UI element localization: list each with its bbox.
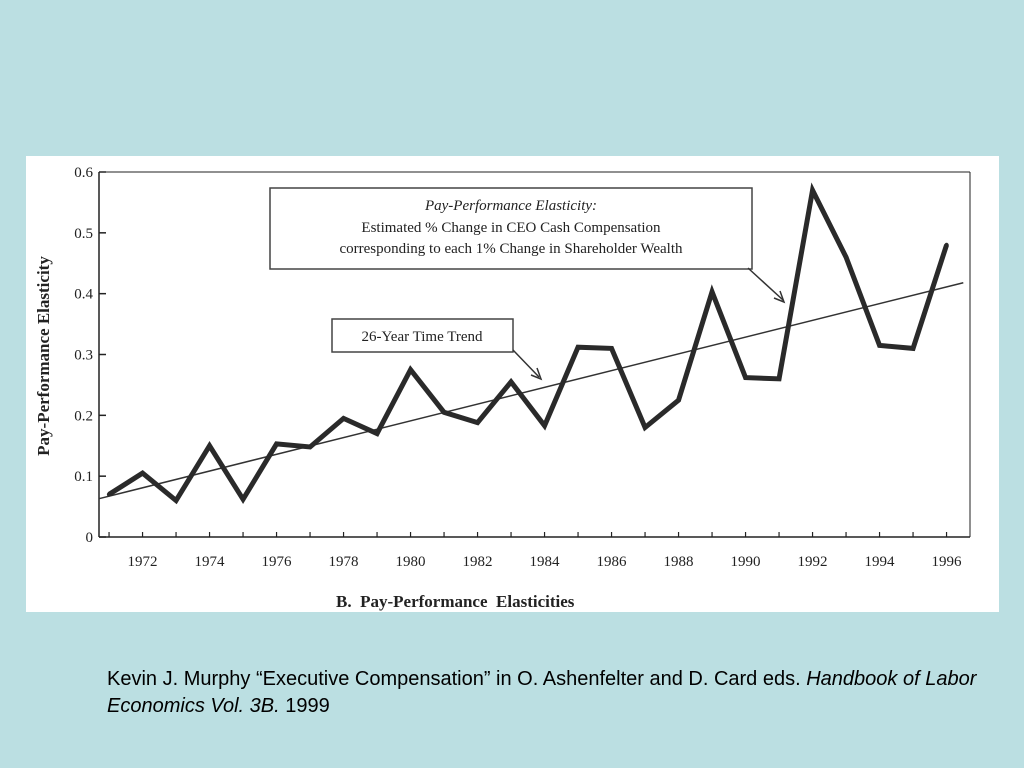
line-chart: 0 0.1 0.2 0.3 0.4 0.5 0.6 1972 1974 1976 1978 1980… [34,165,971,611]
data-point [408,367,413,372]
data-point [475,420,480,425]
data-point [274,441,279,447]
data-point [776,376,782,382]
data-point [910,346,916,351]
y-tick-label: 0.4 [74,287,93,303]
x-tick-label: 1984 [530,554,561,570]
x-tick-label: 1978 [329,554,359,570]
data-point [810,188,815,193]
elasticity-arrow-shaft [747,267,784,301]
data-point [307,444,313,450]
trend-box-label: 26-Year Time Trend [361,329,483,345]
elasticity-annotation: Pay-Performance Elasticity: Estimated % … [269,187,786,304]
y-ticks: 0 0.1 0.2 0.3 0.4 0.5 0.6 [74,165,106,546]
x-tick-label: 1996 [932,554,963,570]
x-tick-label: 1986 [597,554,628,570]
trend-box [331,318,514,353]
data-point [173,498,179,503]
y-tick-label: 0.1 [74,469,93,485]
data-point [843,254,849,260]
series-points [106,188,949,503]
data-point [542,423,547,428]
trend-line [98,281,964,500]
data-point [441,410,447,415]
trend-annotation: 26-Year Time Trend [331,318,543,381]
caption-text: Kevin J. Murphy “Executive Compensation”… [107,668,801,690]
x-tick-label: 1992 [798,554,828,570]
data-point [508,379,514,385]
y-tick-label: 0.6 [74,165,93,181]
data-point [341,416,346,421]
caption-book-title: Handbook of Labor Economics Vol. 3B. [107,668,977,717]
data-point [207,443,212,448]
y-axis-title: Pay-Performance Elasticity [34,256,53,456]
x-tick-label: 1980 [396,554,426,570]
trend-arrow-shaft [512,349,540,378]
x-tick-label: 1982 [463,554,493,570]
x-tick-label: 1990 [731,554,761,570]
data-point [877,343,882,348]
data-point [106,492,112,497]
data-point [642,425,648,430]
chart-subtitle: B. Pay-Performance Elasticities [336,592,575,611]
caption-year: 1999 [285,695,330,717]
elasticity-box-title: Pay-Performance Elasticity: [424,198,597,214]
elasticity-box-line2: corresponding to each 1% Change in Share… [340,241,683,257]
x-tick-label: 1994 [865,554,896,570]
elasticity-series-line [107,182,949,505]
chart-panel: 0 0.1 0.2 0.3 0.4 0.5 0.6 1972 1974 1976 1978 1980… [26,156,999,612]
elasticity-box-line1: Estimated % Change in CEO Cash Compensat… [361,220,661,236]
y-tick-label: 0.2 [74,408,93,424]
data-point [709,289,715,295]
data-point [944,242,949,248]
data-point [374,431,380,436]
x-tick-label: 1976 [262,554,293,570]
elasticity-arrow-head [773,290,786,304]
citation-caption: Kevin J. Murphy “Executive Compensation”… [107,666,987,720]
x-ticks: 1972 1974 1976 1978 1980 1982 1984 1986 1988 1990… [108,532,963,570]
y-tick-label: 0.5 [74,226,93,242]
elasticity-box [269,187,753,270]
data-point [609,346,614,351]
y-tick-label: 0.3 [74,348,93,364]
data-point [575,345,581,350]
data-point [743,375,748,380]
data-point [140,470,145,476]
x-tick-label: 1972 [128,554,158,570]
y-tick-label: 0 [86,530,94,546]
data-point [240,497,246,502]
trend-arrow-head [530,367,543,381]
x-tick-label: 1988 [664,554,694,570]
data-point [676,397,681,403]
x-tick-label: 1974 [195,554,226,570]
